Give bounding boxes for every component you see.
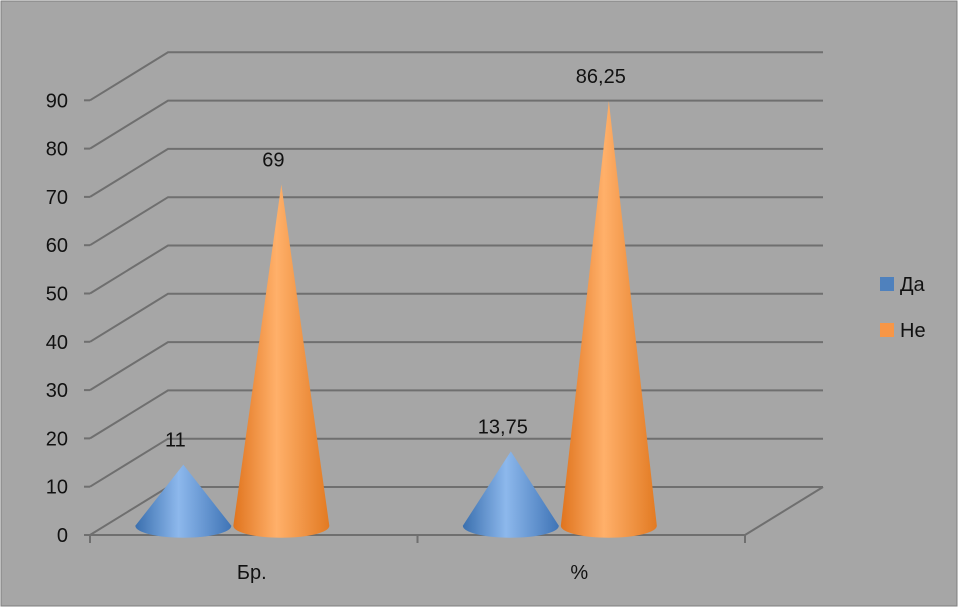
cone-body xyxy=(462,451,559,538)
cone-body xyxy=(560,101,657,538)
gridline xyxy=(89,99,823,150)
cone-ne xyxy=(233,184,330,538)
floor-edge xyxy=(744,486,824,536)
data-label: 86,25 xyxy=(576,66,626,88)
y-tick-label: 70 xyxy=(46,187,68,209)
y-tick-label: 20 xyxy=(46,428,68,450)
y-tick-label: 40 xyxy=(46,332,68,354)
cone-ne xyxy=(560,101,657,538)
data-label: 13,75 xyxy=(478,416,528,438)
y-tick-label: 0 xyxy=(57,525,68,547)
legend-label-ne: Не xyxy=(900,320,926,342)
x-category-label: % xyxy=(570,562,588,584)
legend: Да Не xyxy=(880,274,926,342)
gridline xyxy=(89,51,823,102)
data-label: 11 xyxy=(165,430,186,452)
legend-label-da: Да xyxy=(900,274,926,296)
cone-body xyxy=(135,464,232,538)
y-tick-label: 50 xyxy=(46,284,68,306)
y-tick-label: 30 xyxy=(46,380,68,402)
data-label: 69 xyxy=(262,149,284,171)
y-tick-label: 10 xyxy=(46,477,68,499)
marks-layer: 11 13,75 69 86,25 xyxy=(135,66,657,538)
y-tick-label: 80 xyxy=(46,139,68,161)
y-tick-label: 90 xyxy=(46,90,68,112)
legend-swatch-ne xyxy=(880,323,894,337)
x-category-label: Бр. xyxy=(237,562,267,584)
legend-swatch-da xyxy=(880,277,894,291)
cone-body xyxy=(233,184,330,538)
axis-layer: 0 10 20 30 40 50 60 70 80 90 Бр.% xyxy=(46,90,746,584)
y-tick-label: 60 xyxy=(46,235,68,257)
cone-da xyxy=(462,451,559,538)
cone-da xyxy=(135,464,232,538)
